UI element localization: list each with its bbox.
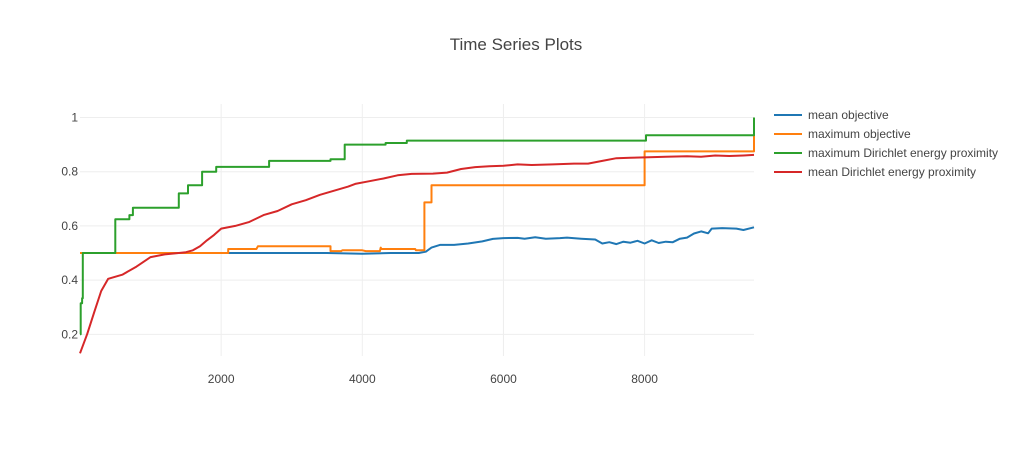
y-tick-label: 0.8: [61, 165, 78, 179]
x-tick-label: 2000: [208, 372, 235, 386]
legend-item[interactable]: maximum objective: [774, 127, 911, 141]
series-line-1: [80, 226, 755, 255]
x-tick-label: 8000: [631, 372, 658, 386]
legend-item[interactable]: mean objective: [774, 108, 889, 122]
x-tick-label: 4000: [349, 372, 376, 386]
axes: 2000 4000 6000 8000 0.2 0.4 0.6 0.8 1: [61, 111, 658, 386]
legend-label: mean Dirichlet energy proximity: [808, 165, 976, 179]
legend[interactable]: mean objective maximum objective maximum D…: [774, 108, 998, 179]
legend-item[interactable]: mean Dirichlet energy proximity: [774, 165, 976, 179]
x-tick-label: 6000: [490, 372, 517, 386]
series-line-4: [79, 153, 755, 354]
chart-title: Time Series Plots: [450, 35, 583, 54]
legend-label: mean objective: [808, 108, 889, 122]
series-line-3: [79, 117, 755, 336]
y-tick-label: 0.4: [61, 273, 78, 287]
y-tick-label: 0.2: [61, 327, 78, 341]
legend-item[interactable]: maximum Dirichlet energy proximity: [774, 146, 998, 160]
grid: [80, 104, 754, 356]
series-lines: [79, 117, 755, 354]
y-tick-label: 1: [71, 111, 78, 125]
legend-label: maximum Dirichlet energy proximity: [808, 146, 998, 160]
legend-label: maximum objective: [808, 127, 911, 141]
y-tick-label: 0.6: [61, 219, 78, 233]
series-line-2: [80, 117, 755, 254]
